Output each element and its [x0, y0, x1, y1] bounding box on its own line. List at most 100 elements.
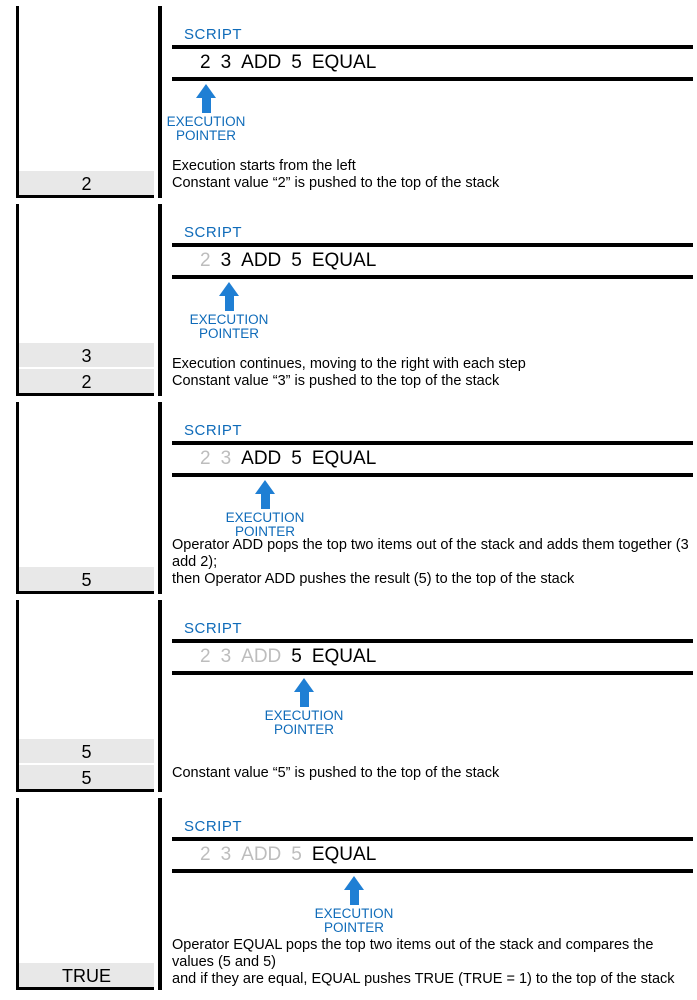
- stack-area: STACK23: [0, 198, 154, 396]
- execution-step: STACK5SCRIPT23ADD5EQUALEXECUTIONPOINTERO…: [0, 396, 697, 594]
- script-box: 23ADD5EQUAL: [172, 243, 693, 279]
- script-token: 2: [200, 448, 211, 470]
- stack-area: STACK2: [0, 0, 154, 198]
- script-token: ADD: [241, 52, 281, 74]
- pointer-label-line: POINTER: [315, 921, 394, 935]
- description-line: Operator ADD pops the top two items out …: [172, 537, 693, 571]
- stack-items: TRUE: [19, 961, 154, 987]
- step-description: Operator ADD pops the top two items out …: [172, 537, 693, 588]
- script-token: 5: [291, 844, 302, 866]
- script-token: 3: [221, 844, 232, 866]
- script-token: ADD: [241, 646, 281, 668]
- arrow-stem: [350, 889, 359, 905]
- pointer-label-line: EXECUTION: [315, 907, 394, 921]
- pointer-label: EXECUTIONPOINTER: [265, 709, 344, 737]
- script-area: SCRIPT23ADD5EQUALEXECUTIONPOINTERExecuti…: [172, 198, 693, 396]
- arrow-stem: [202, 97, 211, 113]
- script-token: EQUAL: [312, 250, 376, 272]
- arrow-up-icon: [344, 876, 364, 890]
- vertical-divider: [158, 798, 162, 990]
- description-line: then Operator ADD pushes the result (5) …: [172, 571, 693, 588]
- script-token: EQUAL: [312, 646, 376, 668]
- execution-step: STACK23SCRIPT23ADD5EQUALEXECUTIONPOINTER…: [0, 198, 697, 396]
- pointer-label-line: EXECUTION: [167, 115, 246, 129]
- script-box: 23 ADD 5 EQUAL: [172, 837, 693, 873]
- description-line: Execution starts from the left: [172, 158, 693, 175]
- script-token: 3: [221, 646, 232, 668]
- stack-items: 55: [19, 737, 154, 789]
- script-box: 23ADD5EQUAL: [172, 45, 693, 81]
- stack-items: 23: [19, 341, 154, 393]
- arrow-up-icon: [255, 480, 275, 494]
- execution-step: STACK55SCRIPT23ADD5EQUALEXECUTIONPOINTER…: [0, 594, 697, 792]
- script-label: SCRIPT: [184, 224, 693, 241]
- script-area: SCRIPT23ADD5EQUALEXECUTIONPOINTEROperato…: [172, 792, 693, 990]
- pointer-label-line: EXECUTION: [226, 511, 305, 525]
- execution-pointer: EXECUTIONPOINTER: [161, 84, 251, 143]
- arrow-stem: [300, 691, 309, 707]
- step-description: Operator EQUAL pops the top two items ou…: [172, 937, 693, 988]
- description-line: Constant value “3” is pushed to the top …: [172, 373, 693, 390]
- script-token: EQUAL: [312, 844, 376, 866]
- description-line: and if they are equal, EQUAL pushes TRUE…: [172, 971, 693, 988]
- stack-item: 5: [19, 763, 154, 789]
- pointer-label: EXECUTIONPOINTER: [167, 115, 246, 143]
- script-area: SCRIPT 23 ADD 5 EQUAL EXECUTIONPOINTER Constan…: [172, 594, 693, 792]
- execution-pointer: EXECUTIONPOINTER: [309, 876, 399, 935]
- arrow-up-icon: [219, 282, 239, 296]
- execution-pointer: EXECUTIONPOINTER: [220, 480, 310, 539]
- stack-item: TRUE: [19, 961, 154, 987]
- script-label: SCRIPT: [184, 620, 693, 637]
- script-token: 3: [221, 52, 232, 74]
- step-description: Execution starts from the leftConstant v…: [172, 158, 693, 192]
- stack-item: 2: [19, 169, 154, 195]
- stack-area: STACK5: [0, 396, 154, 594]
- arrow-up-icon: [196, 84, 216, 98]
- script-token: ADD: [241, 250, 281, 272]
- script-box: 23 ADD 5 EQUAL: [172, 639, 693, 675]
- pointer-label-line: POINTER: [190, 327, 269, 341]
- pointer-label: EXECUTIONPOINTER: [315, 907, 394, 935]
- vertical-divider: [158, 402, 162, 594]
- step-description: Execution continues, moving to the right…: [172, 356, 693, 390]
- script-label: SCRIPT: [184, 422, 693, 439]
- script-token: EQUAL: [312, 52, 376, 74]
- description-line: Constant value “5” is pushed to the top …: [172, 765, 693, 782]
- script-token: 2: [200, 52, 211, 74]
- stack-item: 2: [19, 367, 154, 393]
- arrow-up-icon: [294, 678, 314, 692]
- stack-item: 5: [19, 737, 154, 763]
- stack-items: 2: [19, 169, 154, 195]
- script-area: SCRIPT23ADD5EQUALEXECUTIONPOINTEROperato…: [172, 396, 693, 594]
- stack-item: 5: [19, 565, 154, 591]
- arrow-stem: [225, 295, 234, 311]
- pointer-label-line: POINTER: [265, 723, 344, 737]
- execution-step: STACK2SCRIPT23ADD5EQUALEXECUTIONPOINTERE…: [0, 0, 697, 198]
- script-token: 5: [291, 250, 302, 272]
- script-label: SCRIPT: [184, 26, 693, 43]
- script-label: SCRIPT: [184, 818, 693, 835]
- script-token: ADD: [241, 844, 281, 866]
- vertical-divider: [158, 600, 162, 792]
- script-token: 3: [221, 448, 232, 470]
- execution-pointer: EXECUTIONPOINTER: [259, 678, 349, 737]
- arrow-stem: [261, 493, 270, 509]
- vertical-divider: [158, 204, 162, 396]
- description-line: Operator EQUAL pops the top two items ou…: [172, 937, 693, 971]
- script-token: 5: [291, 448, 302, 470]
- script-box: 23ADD5EQUAL: [172, 441, 693, 477]
- execution-step: STACKTRUESCRIPT23ADD5EQUALEXECUTIONPOINT…: [0, 792, 697, 990]
- script-token: 2: [200, 250, 211, 272]
- script-token: 5: [291, 646, 302, 668]
- pointer-label: EXECUTIONPOINTER: [190, 313, 269, 341]
- execution-pointer: EXECUTIONPOINTER: [184, 282, 274, 341]
- stack-item: 3: [19, 341, 154, 367]
- script-token: 2: [200, 844, 211, 866]
- pointer-label: EXECUTIONPOINTER: [226, 511, 305, 539]
- script-token: 2: [200, 646, 211, 668]
- script-area: SCRIPT23ADD5EQUALEXECUTIONPOINTERExecuti…: [172, 0, 693, 198]
- description-line: Constant value “2” is pushed to the top …: [172, 175, 693, 192]
- script-execution-diagram: STACK2SCRIPT23ADD5EQUALEXECUTIONPOINTERE…: [0, 0, 697, 990]
- script-token: EQUAL: [312, 448, 376, 470]
- pointer-label-line: EXECUTION: [265, 709, 344, 723]
